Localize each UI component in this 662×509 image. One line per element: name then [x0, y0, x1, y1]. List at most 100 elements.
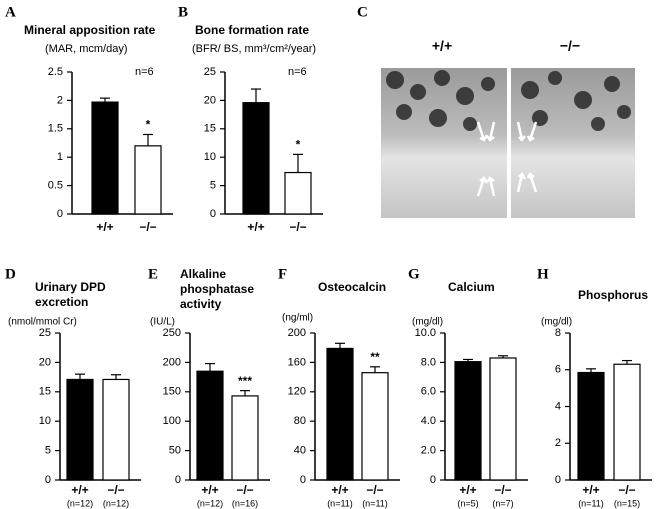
- panel-title: excretion: [35, 295, 88, 309]
- panel-title: Osteocalcin: [318, 280, 386, 294]
- y-tick-label: 10: [204, 151, 216, 163]
- y-tick-label: 0.5: [48, 180, 63, 192]
- significance: **: [370, 350, 380, 364]
- y-tick-label: 160: [288, 356, 306, 368]
- y-tick-label: 25: [39, 327, 51, 339]
- sample-size: n=6: [135, 66, 154, 78]
- y-tick-label: 2: [555, 437, 561, 449]
- y-tick-label: 80: [294, 415, 306, 427]
- y-tick-label: 5: [45, 445, 51, 457]
- n-label: (n=11): [362, 498, 388, 508]
- n-label: (n=12): [197, 498, 223, 508]
- arrows: [476, 121, 538, 197]
- x-tick-label: +/+: [247, 220, 264, 234]
- y-tick-label: 200: [288, 327, 306, 339]
- panel-letter: E: [148, 266, 158, 282]
- y-tick-label: 20: [204, 94, 216, 106]
- n-label: (n=16): [232, 498, 258, 508]
- sample-size: n=6: [288, 66, 307, 78]
- y-tick-label: 15: [39, 386, 51, 398]
- n-label: (n=11): [578, 498, 604, 508]
- x-tick-label: −/−: [289, 220, 306, 234]
- x-tick-label: −/−: [494, 483, 511, 497]
- image-panel: C +/+ −/−: [357, 4, 635, 218]
- panel-title: activity: [180, 297, 222, 311]
- cells: [386, 70, 631, 131]
- y-tick-label: 120: [288, 386, 306, 398]
- y-tick-label: 25: [204, 66, 216, 78]
- x-tick-label: +/+: [582, 483, 599, 497]
- bar: [102, 378, 130, 481]
- y-axis-unit: (IU/L): [150, 317, 175, 328]
- n-label: (n=11): [327, 498, 353, 508]
- micrograph: [381, 68, 507, 218]
- y-tick-label: 0: [430, 474, 436, 486]
- panel-title: Phosphorus: [578, 288, 648, 302]
- x-tick-label: +/+: [201, 483, 218, 497]
- y-tick-label: 2.0: [421, 445, 436, 457]
- y-tick-label: 10: [39, 415, 51, 427]
- bar: [613, 363, 641, 481]
- y-tick-label: 200: [163, 356, 181, 368]
- y-tick-label: 10.0: [415, 327, 436, 339]
- x-tick-label: −/−: [366, 483, 383, 497]
- panel-title: Mineral apposition rate: [24, 23, 156, 37]
- y-tick-label: 0: [555, 474, 561, 486]
- bar: [66, 378, 94, 481]
- y-axis-unit: (mg/dl): [541, 317, 572, 328]
- bar: [196, 370, 224, 481]
- bar: [326, 347, 354, 481]
- y-axis-unit: (nmol/mmol Cr): [8, 317, 77, 328]
- n-label: (n=7): [492, 498, 513, 508]
- panel-title: phosphatase: [180, 282, 254, 296]
- panel-letter: D: [5, 266, 16, 282]
- x-tick-label: +/+: [459, 483, 476, 497]
- y-tick-label: 4: [555, 400, 561, 412]
- y-tick-label: 8: [555, 327, 561, 339]
- panel-letter: C: [357, 4, 368, 20]
- y-tick-label: 0: [300, 474, 306, 486]
- x-tick-label: +/+: [331, 483, 348, 497]
- bar: [489, 357, 517, 481]
- y-tick-label: 4.0: [421, 415, 436, 427]
- image-label: −/−: [560, 38, 580, 54]
- y-tick-label: 40: [294, 445, 306, 457]
- y-tick-label: 0: [175, 474, 181, 486]
- panel-subtitle: (BFR/ BS, mm³/cm²/year): [192, 43, 316, 55]
- panel-letter: A: [5, 4, 16, 20]
- y-tick-label: 6.0: [421, 386, 436, 398]
- image-label: +/+: [432, 38, 452, 54]
- y-tick-label: 6: [555, 364, 561, 376]
- n-label: (n=5): [457, 498, 478, 508]
- y-tick-label: 50: [169, 445, 181, 457]
- n-label: (n=12): [67, 498, 93, 508]
- bar: [231, 395, 259, 481]
- x-tick-label: −/−: [139, 220, 156, 234]
- significance: ***: [238, 374, 252, 388]
- x-tick-label: −/−: [618, 483, 635, 497]
- y-tick-label: 0: [45, 474, 51, 486]
- bar: [361, 372, 389, 481]
- y-tick-label: 1: [57, 151, 63, 163]
- y-tick-label: 100: [163, 415, 181, 427]
- bar: [134, 145, 162, 215]
- y-tick-label: 0: [57, 208, 63, 220]
- bar: [454, 361, 482, 481]
- y-tick-label: 15: [204, 123, 216, 135]
- bar: [91, 101, 119, 215]
- panel-title: Calcium: [448, 280, 495, 294]
- panel-title: Urinary DPD: [35, 280, 106, 294]
- y-tick-label: 5: [210, 180, 216, 192]
- panel-letter: H: [537, 266, 549, 282]
- panel-title: Bone formation rate: [195, 23, 309, 37]
- n-label: (n=12): [103, 498, 129, 508]
- bar: [577, 371, 605, 481]
- bar: [242, 102, 270, 215]
- panel-letter: F: [278, 266, 287, 282]
- significance: *: [296, 138, 301, 152]
- panel-title: Alkaline: [180, 267, 226, 281]
- y-tick-label: 150: [163, 386, 181, 398]
- y-tick-label: 1.5: [48, 123, 63, 135]
- y-axis-unit: (ng/ml): [282, 313, 313, 324]
